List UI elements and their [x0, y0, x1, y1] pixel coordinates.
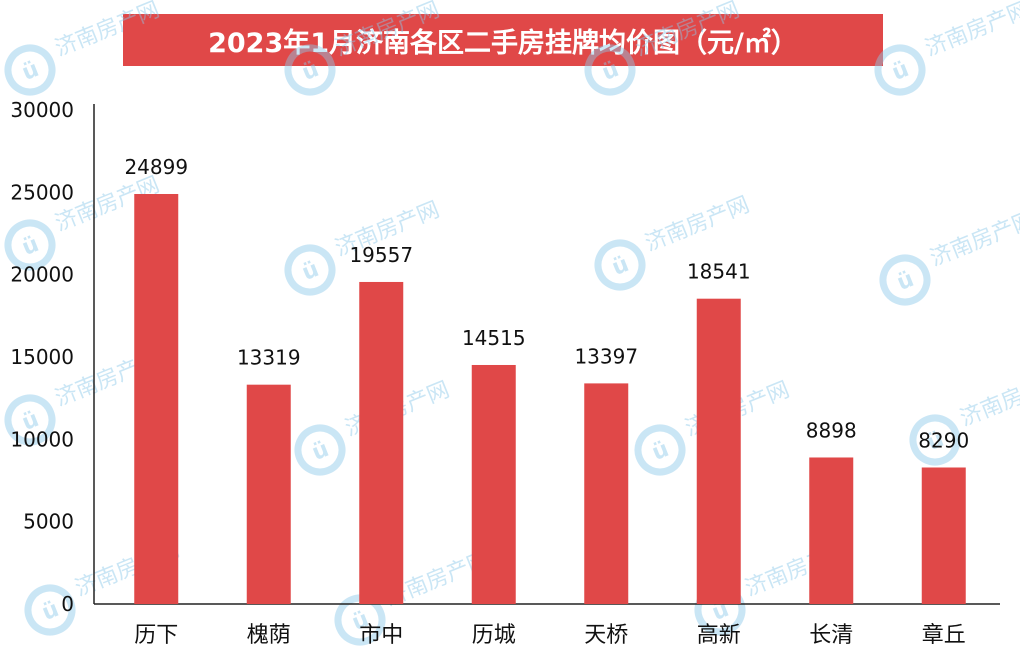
- x-tick-label: 长清: [809, 623, 853, 648]
- watermark-logo-letter: ü: [299, 57, 323, 86]
- watermark: ü 济南房产网: [4, 0, 163, 96]
- data-label: 13397: [574, 344, 638, 368]
- watermark-logo-letter: ü: [39, 597, 63, 626]
- watermark-logo: [4, 394, 56, 446]
- watermark-logo-letter: ü: [894, 267, 918, 296]
- bar: [921, 467, 966, 604]
- chart-title-box: 2023年1月济南各区二手房挂牌均价图（元/㎡）: [123, 14, 883, 66]
- x-tick-label: 历下: [134, 623, 178, 648]
- watermark-logo: [909, 414, 961, 466]
- bars-layer: [134, 193, 966, 604]
- watermark-text: 济南房产网: [927, 207, 1020, 271]
- x-tick-label: 高新: [697, 623, 741, 648]
- chart-title: 2023年1月济南各区二手房挂牌均价图（元/㎡）: [208, 27, 798, 59]
- x-tick-label: 章丘: [922, 623, 966, 648]
- watermark-text: 济南房产网: [642, 192, 753, 256]
- watermark-logo-letter: ü: [599, 57, 623, 86]
- watermark-logo: [594, 239, 646, 291]
- y-tick-label: 30000: [10, 98, 74, 122]
- watermark-logo-letter: ü: [19, 232, 43, 261]
- bar: [696, 298, 741, 604]
- data-label: 13319: [237, 346, 301, 370]
- watermark-logo: [294, 424, 346, 476]
- y-tick-label: 25000: [10, 180, 74, 204]
- x-tick-label: 槐荫: [247, 623, 291, 648]
- data-label: 14515: [462, 326, 526, 350]
- y-tick-label: 20000: [10, 263, 74, 287]
- watermark-logo: [24, 584, 76, 636]
- watermark-logo: [584, 44, 636, 96]
- bar: [359, 281, 404, 604]
- watermark-logo: [4, 44, 56, 96]
- data-label: 18541: [687, 260, 751, 284]
- watermark-text: 济南房产网: [632, 0, 743, 62]
- x-tick-label: 市中: [359, 623, 403, 648]
- x-tick-label: 历城: [472, 623, 516, 648]
- watermark-logo: [4, 219, 56, 271]
- data-label: 8898: [806, 418, 857, 442]
- y-tick-label: 5000: [23, 510, 74, 534]
- watermark-logo-letter: ü: [649, 437, 673, 466]
- watermark-logo-letter: ü: [299, 257, 323, 286]
- bar: [809, 457, 854, 604]
- watermark-text: 济南房产网: [332, 0, 443, 62]
- watermark: ü 济南房产网: [584, 0, 743, 96]
- data-label: 8290: [918, 428, 969, 452]
- bar: [246, 384, 291, 604]
- data-label: 24899: [124, 155, 188, 179]
- watermark-text: 济南房产网: [957, 367, 1020, 431]
- bar: [134, 193, 179, 604]
- x-tick-label: 天桥: [584, 623, 628, 648]
- watermark-logo: [634, 424, 686, 476]
- labels-layer: 24899 历下 13319 槐荫 19557 市中 14515 历城 13397 天桥 18541…: [124, 155, 969, 648]
- watermark: ü 济南房产网: [284, 0, 443, 96]
- watermark-logo: [334, 594, 386, 646]
- watermark-logo-letter: ü: [19, 57, 43, 86]
- watermark-logo: [879, 254, 931, 306]
- watermark-text: 济南房产网: [922, 0, 1020, 62]
- watermark: ü 济南房产网: [879, 207, 1020, 306]
- watermark-logo: [874, 44, 926, 96]
- watermark-logo: [284, 244, 336, 296]
- watermark-logo-letter: ü: [309, 437, 333, 466]
- watermark-logo: [284, 44, 336, 96]
- data-label: 19557: [349, 243, 413, 267]
- y-tick-label: 0: [61, 592, 74, 616]
- y-tick-label: 15000: [10, 345, 74, 369]
- watermark-logo-letter: ü: [609, 252, 633, 281]
- watermark: ü 济南房产网: [874, 0, 1020, 96]
- bar: [584, 383, 629, 604]
- watermark-logo-letter: ü: [889, 57, 913, 86]
- watermark-text: 济南房产网: [52, 0, 163, 62]
- y-tick-label: 10000: [10, 427, 74, 451]
- bar: [471, 364, 516, 604]
